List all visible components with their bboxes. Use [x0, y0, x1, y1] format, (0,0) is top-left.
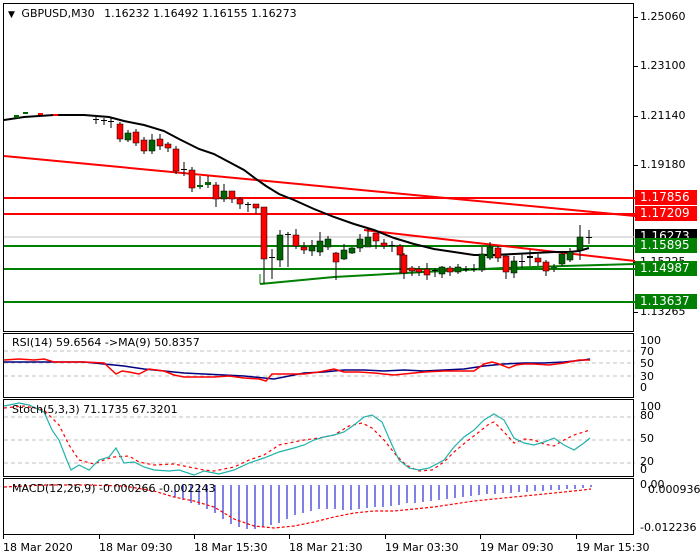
- level-tag-resistance: 1.17209: [635, 206, 697, 221]
- price-tick: 1.21140: [640, 109, 686, 122]
- stochastic-pane[interactable]: Stoch(5,3,3) 71.1735 67.3201: [3, 399, 635, 477]
- stoch-axis-tick: 100: [640, 400, 661, 413]
- rsi-axis-tick: 70: [640, 345, 654, 358]
- price-chart-canvas: [4, 112, 635, 303]
- time-tick-label: 19 Mar 09:30: [480, 541, 554, 554]
- time-tick-label: 18 Mar 2020: [3, 541, 73, 554]
- uptrend-support-line: [259, 263, 635, 285]
- stochastic-canvas: [4, 402, 635, 476]
- price-tick: 1.25060: [640, 10, 686, 23]
- symbol-timeframe: GBPUSD,M30: [21, 7, 95, 20]
- macd-canvas: [4, 484, 592, 529]
- level-tag-resistance: 1.17856: [635, 190, 697, 205]
- downtrend-line-short: [363, 229, 635, 262]
- time-tick-label: 18 Mar 15:30: [194, 541, 268, 554]
- price-tick: 1.19180: [640, 158, 686, 171]
- rsi-pane[interactable]: RSI(14) 59.6564 ->MA(9) 50.8357: [3, 333, 635, 398]
- macd-signal-line: [4, 484, 592, 529]
- stoch-axis-tick: 80: [640, 409, 654, 422]
- macd-axis-tick: -0.012236: [640, 521, 697, 534]
- ohlc-high: 1.16492: [153, 7, 199, 20]
- downtrend-line-long: [4, 155, 635, 217]
- time-tick-label: 18 Mar 09:30: [99, 541, 173, 554]
- rsi-axis-tick: 100: [640, 334, 661, 347]
- time-tick-label: 18 Mar 21:30: [289, 541, 363, 554]
- stochastic-label: Stoch(5,3,3) 71.1735 67.3201: [12, 403, 178, 416]
- ohlc-open: 1.16232: [104, 7, 150, 20]
- chart-title-bar: ▼ GBPUSD,M30 1.16232 1.16492 1.16155 1.1…: [8, 7, 297, 20]
- rsi-canvas: [4, 350, 635, 382]
- time-tick-label: 19 Mar 15:30: [576, 541, 650, 554]
- triangle-down-icon[interactable]: ▼: [8, 10, 15, 20]
- level-tag-support: 1.15895: [635, 238, 697, 253]
- macd-axis-tick: 0.00: [640, 478, 665, 491]
- rsi-axis-tick: 50: [640, 357, 654, 370]
- level-tag-support: 1.14987: [635, 261, 697, 276]
- level-tag-support: 1.13637: [635, 294, 697, 309]
- rsi-label: RSI(14) 59.6564 ->MA(9) 50.8357: [12, 336, 200, 349]
- ohlc-close: 1.16273: [251, 7, 297, 20]
- rsi-line: [4, 358, 590, 382]
- stoch-axis-tick: 50: [640, 432, 654, 445]
- rsi-axis-tick: 0: [640, 381, 647, 394]
- macd-label: MACD(12,26,9) -0.000266 -0.002243: [12, 482, 216, 495]
- stoch-axis-tick: 20: [640, 455, 654, 468]
- stoch-main-line: [4, 402, 591, 476]
- moving-average-line: [4, 114, 590, 256]
- macd-pane[interactable]: MACD(12,26,9) -0.000266 -0.002243: [3, 478, 634, 535]
- time-tick-label: 19 Mar 03:30: [385, 541, 459, 554]
- candlesticks: [14, 112, 592, 284]
- macd-histogram: [174, 485, 592, 529]
- price-tick: 1.23100: [640, 59, 686, 72]
- rsi-axis-tick: 30: [640, 370, 654, 383]
- price-chart-pane[interactable]: ▼ GBPUSD,M30 1.16232 1.16492 1.16155 1.1…: [3, 3, 635, 332]
- macd-axis-tick: 0.000936: [648, 483, 700, 496]
- stoch-axis-tick: 0: [640, 463, 647, 476]
- ohlc-low: 1.16155: [202, 7, 248, 20]
